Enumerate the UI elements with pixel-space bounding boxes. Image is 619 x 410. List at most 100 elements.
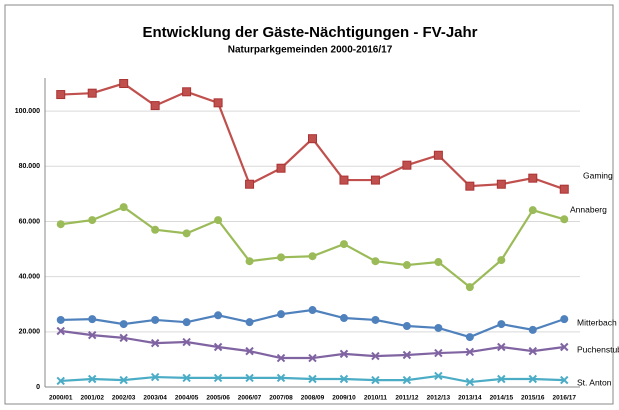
marker — [371, 351, 380, 361]
marker — [150, 372, 160, 382]
marker — [56, 376, 65, 386]
marker — [528, 346, 538, 356]
marker — [433, 150, 443, 160]
marker — [434, 371, 443, 381]
y-tick-label: 100.000 — [15, 108, 40, 115]
chart-border — [4, 4, 614, 405]
marker — [150, 338, 160, 348]
marker — [308, 353, 317, 363]
x-tick-label: 2002/03 — [112, 395, 136, 402]
marker — [528, 206, 537, 215]
marker — [213, 373, 223, 383]
marker — [151, 315, 160, 324]
marker — [88, 315, 97, 324]
x-tick-label: 2008/09 — [301, 395, 325, 402]
marker — [497, 374, 506, 384]
marker — [245, 373, 254, 383]
marker — [497, 320, 506, 329]
y-tick-label: 0 — [36, 384, 40, 391]
chart-subtitle: Naturparkgemeinden 2000-2016/17 — [228, 45, 393, 56]
marker — [87, 88, 97, 98]
marker — [434, 258, 443, 267]
marker — [213, 342, 223, 352]
marker — [497, 342, 506, 352]
marker — [277, 310, 286, 319]
x-tick-label: 2007/08 — [269, 395, 293, 402]
x-tick-label: 2016/17 — [553, 395, 577, 402]
series-label: Annaberg — [570, 204, 607, 214]
x-tick-label: 2004/05 — [175, 395, 199, 402]
marker — [528, 374, 538, 384]
marker — [497, 256, 506, 265]
x-tick-label: 2006/07 — [238, 395, 262, 402]
series-label: Gaming — [583, 170, 613, 180]
marker — [308, 374, 317, 384]
marker — [371, 257, 380, 266]
marker — [465, 377, 475, 387]
marker — [402, 350, 412, 360]
marker — [559, 184, 569, 194]
marker — [182, 87, 192, 97]
marker — [496, 179, 506, 189]
x-tick-label: 2005/06 — [206, 395, 230, 402]
marker — [402, 160, 412, 170]
marker — [339, 314, 348, 323]
marker — [87, 374, 97, 384]
marker — [560, 215, 569, 224]
marker — [371, 315, 380, 324]
marker — [277, 253, 286, 262]
marker — [214, 216, 223, 225]
marker — [339, 349, 349, 359]
marker — [402, 322, 411, 331]
marker — [560, 342, 569, 352]
marker — [56, 315, 65, 324]
x-tick-label: 2013/14 — [458, 395, 482, 402]
marker — [276, 163, 286, 173]
marker — [151, 225, 160, 234]
marker — [276, 353, 286, 363]
marker — [308, 134, 317, 144]
series-label: Mitterbach — [577, 317, 617, 327]
x-tick-label: 2010/11 — [364, 395, 388, 402]
y-tick-label: 80.000 — [19, 163, 41, 170]
marker — [214, 311, 223, 320]
marker — [182, 229, 191, 238]
marker — [119, 79, 129, 89]
marker — [371, 375, 380, 385]
marker — [560, 375, 569, 385]
marker — [465, 181, 475, 191]
marker — [528, 173, 538, 183]
marker — [245, 318, 254, 327]
series-label: St. Anton — [577, 377, 612, 387]
chart-title: Entwicklung der Gäste-Nächtigungen - FV-… — [142, 24, 477, 41]
marker — [56, 326, 65, 336]
marker — [528, 325, 537, 334]
marker — [370, 175, 380, 185]
marker — [150, 101, 160, 111]
y-tick-label: 20.000 — [19, 329, 41, 336]
x-tick-label: 2012/13 — [427, 395, 451, 402]
marker — [119, 320, 128, 329]
marker — [56, 220, 65, 229]
marker — [182, 337, 191, 347]
x-tick-label: 2001/02 — [80, 395, 104, 402]
marker — [56, 90, 66, 100]
marker — [119, 333, 128, 343]
y-tick-label: 60.000 — [19, 218, 41, 225]
marker — [119, 375, 128, 385]
marker — [87, 330, 97, 340]
marker — [88, 216, 97, 225]
x-tick-label: 2003/04 — [143, 395, 167, 402]
marker — [434, 323, 443, 332]
marker — [182, 373, 191, 383]
marker — [339, 374, 349, 384]
marker — [560, 315, 569, 324]
marker — [465, 333, 474, 342]
y-tick-label: 40.000 — [19, 273, 41, 280]
marker — [308, 306, 317, 315]
marker — [339, 240, 348, 249]
marker — [213, 98, 223, 108]
x-tick-label: 2011/12 — [395, 395, 419, 402]
marker — [276, 373, 286, 383]
